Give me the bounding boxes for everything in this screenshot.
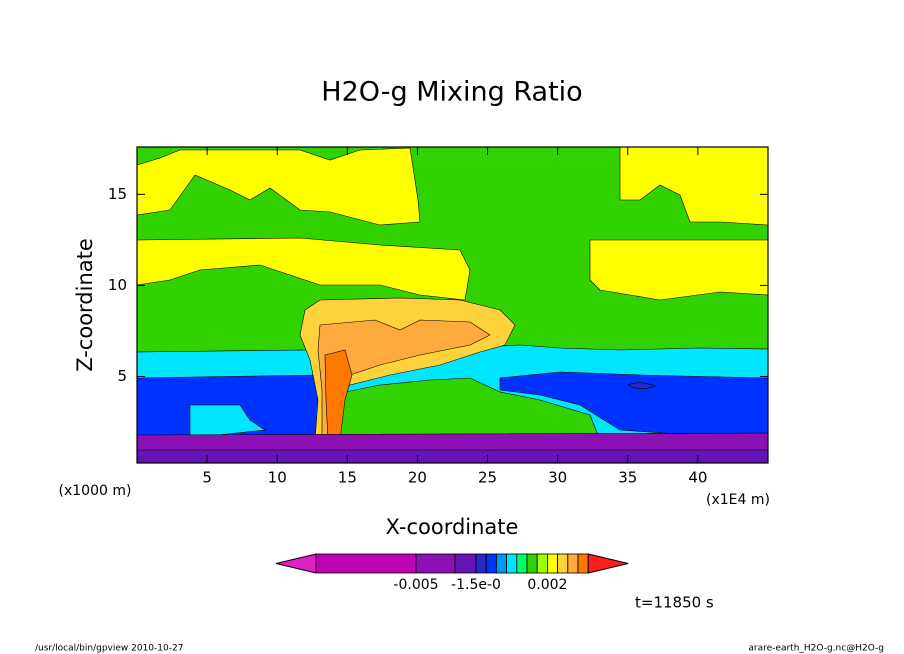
y-tick-label: 5: [117, 367, 127, 385]
colorbar-segment: [506, 553, 518, 574]
x-tick-label: 15: [338, 469, 357, 487]
colorbar-segment: [557, 553, 569, 574]
colorbar-extend: [275, 553, 317, 574]
x-tick-label: 20: [408, 469, 427, 487]
contour-region: [324, 349, 353, 441]
contour-region: [589, 239, 769, 301]
colorbar-segment: [415, 553, 456, 574]
colorbar-segment: [526, 553, 538, 574]
x-tick-label: 35: [618, 469, 637, 487]
y-tick-label: 15: [108, 185, 127, 203]
x-tick-label: 10: [268, 469, 287, 487]
contour-region: [136, 237, 471, 301]
x-tick-label: 5: [202, 469, 212, 487]
contour-field: [136, 146, 769, 464]
contour-region: [136, 147, 421, 226]
colorbar-segment: [536, 553, 548, 574]
contour-region: [627, 382, 656, 390]
contour-region: [317, 319, 491, 441]
time-label: t=11850 s: [635, 594, 714, 612]
colorbar-segment: [577, 553, 589, 574]
colorbar-segment: [485, 553, 497, 574]
colorbar: -0.005 -1.5e-0 0.002: [275, 553, 629, 593]
x-axis-label: X-coordinate: [386, 515, 519, 539]
colorbar-label: 0.002: [527, 577, 567, 593]
footer-right: arare-earth_H2O-g.nc@H2O-g: [748, 644, 884, 654]
colorbar-segment: [516, 553, 528, 574]
contour-region: [189, 404, 266, 439]
y-tick-label: 10: [108, 276, 127, 294]
y-axis-label: Z-coordinate: [73, 238, 97, 372]
plot-frame: [136, 146, 769, 464]
x-unit: (x1E4 m): [706, 492, 770, 508]
colorbar-label: -1.5e-0: [451, 577, 501, 593]
colorbar-segment: [547, 553, 559, 574]
colorbar-segment: [567, 553, 579, 574]
colorbar-segment: [454, 553, 477, 574]
colorbar-extend: [587, 553, 629, 574]
x-tick-label: 25: [478, 469, 497, 487]
colorbar-label: -0.005: [393, 577, 438, 593]
x-tick-label: 40: [688, 469, 707, 487]
colorbar-segment: [495, 553, 507, 574]
contour-region: [136, 449, 769, 464]
chart-title: H2O-g Mixing Ratio: [321, 77, 582, 108]
colorbar-segment: [475, 553, 487, 574]
colorbar-segment: [315, 553, 417, 574]
footer-left: /usr/local/bin/gpview 2010-10-27: [35, 644, 183, 654]
y-unit: (x1000 m): [59, 483, 132, 499]
x-tick-label: 30: [548, 469, 567, 487]
axes: 5 10 15 20 25 30 35 40 5 10 15: [108, 146, 769, 487]
